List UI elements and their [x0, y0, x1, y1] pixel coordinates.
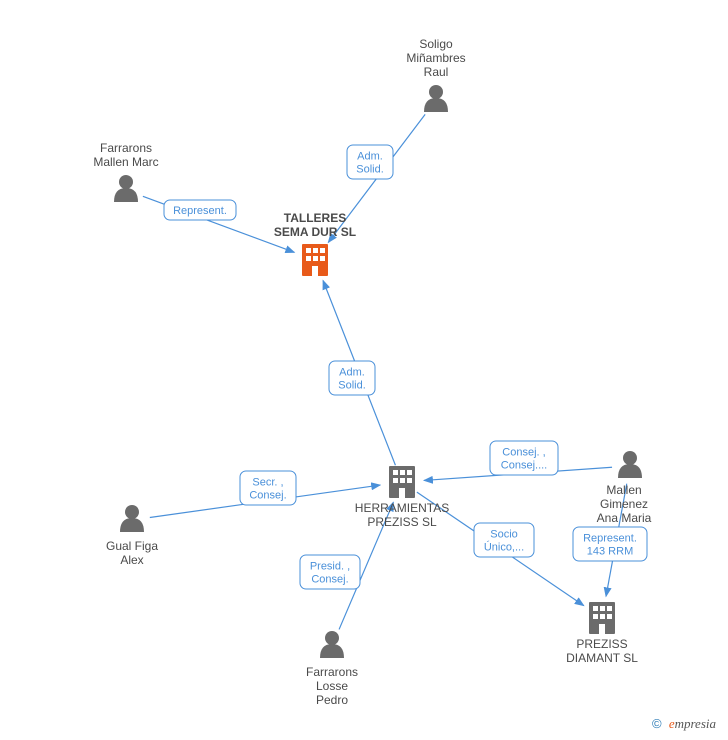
footer-credit: © empresia: [652, 716, 716, 732]
edge-label-mallen-herramientas: Consej. ,Consej....: [490, 441, 558, 475]
building-icon: [589, 602, 615, 634]
node-label: Gual Figa: [106, 539, 158, 553]
person-icon: [320, 631, 344, 658]
copyright-symbol: ©: [652, 716, 662, 731]
person-icon: [114, 175, 138, 202]
person-icon: [424, 85, 448, 112]
svg-text:Consej....: Consej....: [501, 460, 547, 472]
person-icon: [120, 505, 144, 532]
node-label: Farrarons: [306, 665, 358, 679]
node-label: Raul: [424, 65, 449, 79]
svg-text:Socio: Socio: [490, 529, 518, 541]
node-label: Alex: [120, 553, 143, 567]
node-label: Farrarons: [100, 141, 152, 155]
node-label: TALLERES: [284, 211, 346, 225]
edge-label-farrarons_losse-herramientas: Presid. ,Consej.: [300, 555, 360, 589]
node-farrarons_losse[interactable]: FarraronsLossePedro: [306, 631, 358, 707]
svg-text:Consej.: Consej.: [249, 490, 286, 502]
node-label: Ana Maria: [597, 511, 652, 525]
edge-label-mallen-preziss_diamant: Represent.143 RRM: [573, 527, 647, 561]
edge-label-soligo-talleres: Adm.Solid.: [347, 145, 393, 179]
svg-text:Único,...: Único,...: [484, 541, 524, 554]
node-gual[interactable]: Gual FigaAlex: [106, 505, 158, 567]
svg-text:Adm.: Adm.: [339, 367, 365, 379]
node-preziss_diamant[interactable]: PREZISSDIAMANT SL: [566, 602, 638, 665]
node-label: SEMA DUR SL: [274, 225, 356, 239]
node-soligo[interactable]: SoligoMiñambresRaul: [406, 37, 465, 112]
svg-text:Adm.: Adm.: [357, 151, 383, 163]
node-label: Mallen: [606, 483, 641, 497]
building-icon: [389, 466, 415, 498]
svg-text:Consej.: Consej.: [311, 574, 348, 586]
network-diagram: Adm.Solid.Represent.Adm.Solid.Secr. ,Con…: [0, 0, 728, 740]
edge-label-herramientas-preziss_diamant: SocioÚnico,...: [474, 523, 534, 557]
edge-label-farrarons_mallen-talleres: Represent.: [164, 200, 236, 220]
node-label: Losse: [316, 679, 348, 693]
edge-label-herramientas-talleres: Adm.Solid.: [329, 361, 375, 395]
person-icon: [618, 451, 642, 478]
node-label: Soligo: [419, 37, 453, 51]
node-label: Pedro: [316, 693, 348, 707]
svg-text:Secr. ,: Secr. ,: [252, 477, 283, 489]
node-herramientas[interactable]: HERRAMIENTASPREZISS SL: [355, 466, 449, 529]
node-farrarons_mallen[interactable]: FarraronsMallen Marc: [93, 141, 158, 202]
node-label: Gimenez: [600, 497, 648, 511]
svg-text:Represent.: Represent.: [173, 205, 227, 217]
edge-label-gual-herramientas: Secr. ,Consej.: [240, 471, 296, 505]
brand-rest: mpresia: [675, 716, 716, 731]
node-label: PREZISS: [576, 637, 627, 651]
node-mallen[interactable]: MallenGimenezAna Maria: [597, 451, 652, 525]
node-label: Mallen Marc: [93, 155, 158, 169]
node-label: HERRAMIENTAS: [355, 501, 449, 515]
node-label: PREZISS SL: [367, 515, 437, 529]
building-icon: [302, 244, 328, 276]
svg-text:Consej. ,: Consej. ,: [502, 447, 545, 459]
svg-text:Presid. ,: Presid. ,: [310, 561, 350, 573]
node-talleres[interactable]: TALLERESSEMA DUR SL: [274, 211, 356, 276]
node-label: Miñambres: [406, 51, 465, 65]
svg-text:Represent.: Represent.: [583, 533, 637, 545]
svg-text:Solid.: Solid.: [356, 164, 384, 176]
svg-text:143 RRM: 143 RRM: [587, 546, 633, 558]
svg-text:Solid.: Solid.: [338, 380, 366, 392]
node-label: DIAMANT SL: [566, 651, 638, 665]
